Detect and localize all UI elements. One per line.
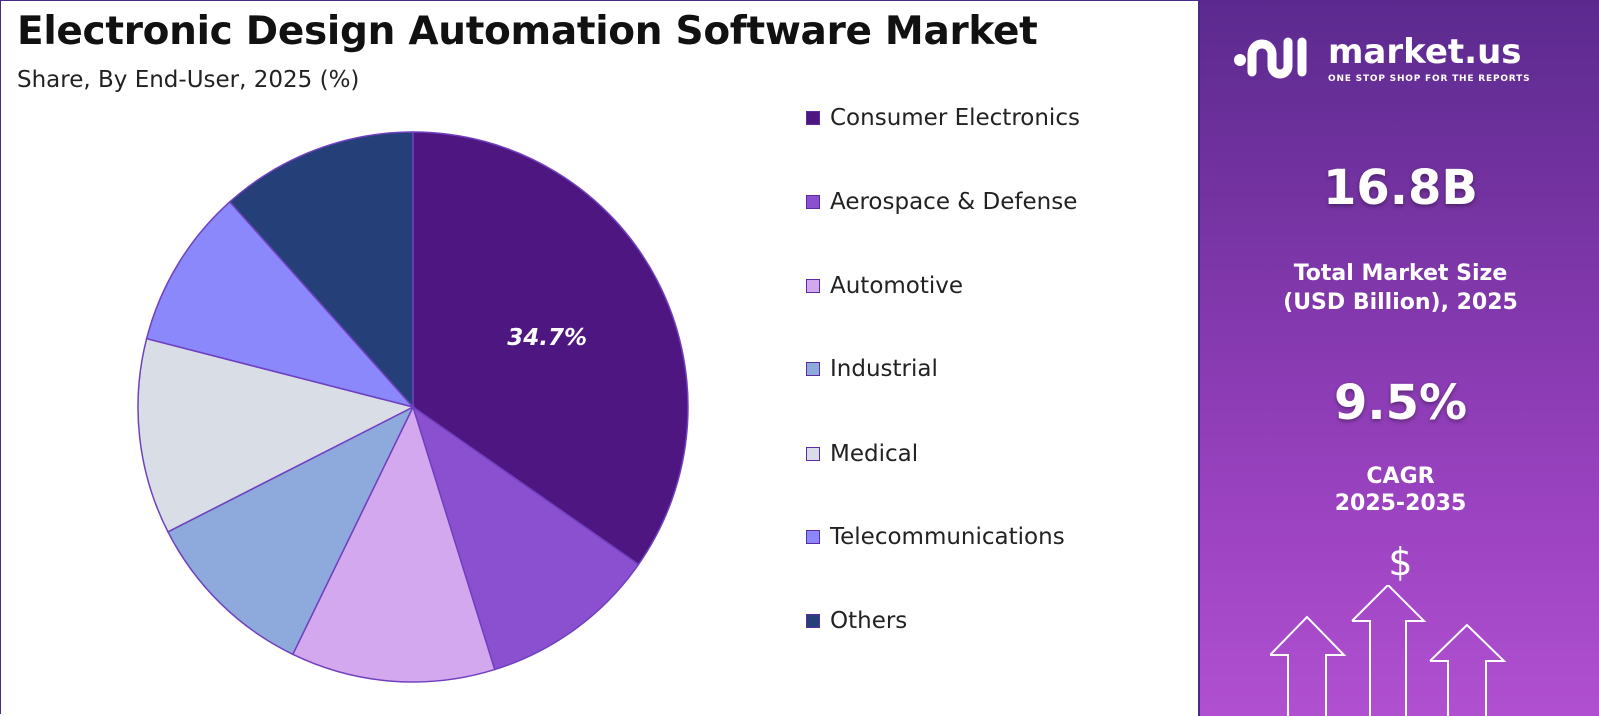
legend-label: Medical — [830, 441, 919, 467]
dollar-icon: $ — [1388, 540, 1413, 584]
legend-item-consumer-electronics: Consumer Electronics — [806, 101, 1080, 135]
legend-item-industrial: Industrial — [806, 352, 938, 386]
legend-swatch — [806, 530, 820, 544]
pie-slice-medical — [137, 337, 416, 533]
chart-panel: Electronic Design Automation Software Ma… — [1, 1, 1199, 715]
cagr-label-line2: 2025-2035 — [1334, 491, 1467, 516]
brand-tagline: ONE STOP SHOP FOR THE REPORTS — [1328, 74, 1531, 84]
legend-label: Industrial — [830, 356, 938, 382]
brand-name: market.us — [1328, 32, 1522, 72]
legend-label: Aerospace & Defense — [830, 189, 1078, 215]
cagr-label-line1: CAGR — [1366, 464, 1435, 489]
legend-label: Others — [830, 608, 908, 634]
pie-slice-automotive — [291, 404, 496, 683]
pie-slice-others — [228, 131, 414, 409]
market-size-value: 16.8B — [1322, 160, 1478, 216]
cagr-value: 9.5% — [1333, 375, 1468, 431]
summary-sidebar: market.us ONE STOP SHOP FOR THE REPORTS … — [1198, 0, 1599, 716]
market-size-label-line2: (USD Billion), 2025 — [1283, 290, 1518, 315]
chart-subtitle: Share, By End-User, 2025 (%) — [17, 67, 360, 93]
legend-item-telecommunications: Telecommunications — [806, 520, 1065, 554]
market-us-logo-icon — [1234, 37, 1307, 79]
pie-slice-consumer-electronics — [412, 131, 689, 566]
pie-slice-telecommunications — [145, 200, 416, 409]
legend-swatch — [806, 111, 820, 125]
legend-label: Automotive — [830, 273, 964, 299]
legend-item-medical: Medical — [806, 437, 918, 471]
legend-item-aerospace-defense: Aerospace & Defense — [806, 185, 1077, 219]
legend-label: Consumer Electronics — [830, 105, 1080, 131]
pie-data-label: 34.7% — [507, 325, 587, 351]
legend-label: Telecommunications — [830, 524, 1065, 550]
brand-logo: market.us ONE STOP SHOP FOR THE REPORTS — [1230, 30, 1570, 90]
legend-item-others: Others — [806, 604, 907, 638]
legend-swatch — [806, 362, 820, 376]
legend-item-automotive: Automotive — [806, 269, 963, 303]
up-arrows-icon — [1270, 585, 1507, 716]
legend-swatch — [806, 279, 820, 293]
pie-slice-aerospace-defense — [411, 405, 640, 671]
pie-chart: 34.7% — [137, 131, 689, 683]
legend-swatch — [806, 447, 820, 461]
market-size-label-line1: Total Market Size — [1293, 261, 1508, 286]
pie-slice-industrial — [166, 405, 415, 656]
chart-title: Electronic Design Automation Software Ma… — [17, 9, 1038, 54]
legend-swatch — [806, 195, 820, 209]
legend-swatch — [806, 614, 820, 628]
